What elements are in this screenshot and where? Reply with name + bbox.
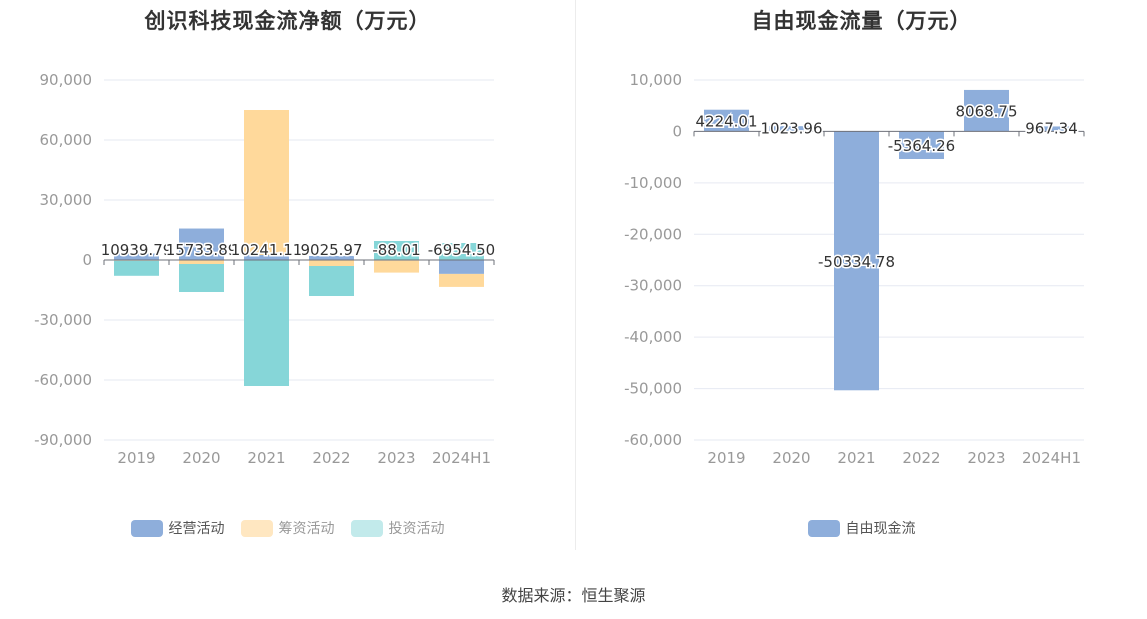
bar-投资活动 xyxy=(244,260,289,386)
chart-title: 自由现金流量（万元） xyxy=(751,9,972,33)
data-label: 8068.75 xyxy=(955,103,1017,121)
y-tick-label: 0 xyxy=(672,122,682,140)
data-label: -50334.78 xyxy=(818,253,895,271)
y-tick-label: -20,000 xyxy=(624,225,682,243)
bar-投资活动 xyxy=(309,266,354,296)
bar xyxy=(769,126,814,132)
cash-flow-net-chart: 创识科技现金流净额（万元） 90,000 60,000 30,000 0 -30,000… xyxy=(0,0,575,560)
y-tick-label: -60,000 xyxy=(624,431,682,449)
legend-item-free-cash-flow[interactable]: 自由现金流 xyxy=(807,518,916,538)
x-tick-label: 2021 xyxy=(837,449,875,467)
bar xyxy=(1029,126,1074,132)
data-label: 10241.11 xyxy=(231,241,303,259)
data-label: 4224.01 xyxy=(695,113,757,131)
data-label: 10939.79 xyxy=(101,241,173,259)
x-tick-label: 2023 xyxy=(967,449,1005,467)
x-tick-label: 2022 xyxy=(902,449,940,467)
legend-item-investing[interactable]: 投资活动 xyxy=(350,518,445,538)
y-tick-label: 60,000 xyxy=(40,131,93,149)
data-label: -6954.50 xyxy=(428,241,495,259)
legend: 自由现金流 xyxy=(576,518,1147,538)
y-tick-label: 0 xyxy=(82,251,92,269)
legend-swatch xyxy=(807,519,840,537)
cash-flow-net-plot: 90,000 60,000 30,000 0 -30,000 -60,000 -90,000… xyxy=(34,71,497,467)
bar xyxy=(964,89,1009,132)
x-tick-label: 2019 xyxy=(117,449,155,467)
legend-swatch xyxy=(130,519,163,537)
legend-label: 经营活动 xyxy=(168,521,225,537)
y-tick-label: 10,000 xyxy=(630,71,683,89)
data-label: -5364.26 xyxy=(888,137,955,155)
legend-label: 投资活动 xyxy=(388,521,445,537)
bar-筹资活动 xyxy=(309,260,354,266)
bar-筹资活动 xyxy=(374,260,419,273)
x-tick-label: 2023 xyxy=(377,449,415,467)
x-tick-label: 2024H1 xyxy=(1022,449,1081,467)
bar xyxy=(899,131,944,160)
y-tick-label: -90,000 xyxy=(34,431,92,449)
y-tick-label: -60,000 xyxy=(34,371,92,389)
bar-经营活动 xyxy=(114,253,159,260)
bar-经营活动 xyxy=(309,256,354,260)
free-cash-flow-chart: 自由现金流量（万元） 10,000 0 -10,000 -20,000 -30,000 -… xyxy=(576,0,1147,560)
y-tick-label: -40,000 xyxy=(624,328,682,346)
y-tick-label: -50,000 xyxy=(624,380,682,398)
legend-swatch xyxy=(240,519,273,537)
data-label: 1023.96 xyxy=(760,119,822,137)
y-tick-label: 90,000 xyxy=(40,71,93,89)
bar-投资活动 xyxy=(179,264,224,292)
bar-筹资活动 xyxy=(439,273,484,287)
data-source: 数据来源：恒生聚源 xyxy=(501,586,646,605)
y-tick-label: -30,000 xyxy=(34,311,92,329)
bar-筹资活动 xyxy=(244,110,289,255)
free-cash-flow-plot: 10,000 0 -10,000 -20,000 -30,000 -40,000 -50,0… xyxy=(624,71,1085,467)
bar xyxy=(834,131,879,391)
bar-经营活动 xyxy=(244,255,289,260)
x-tick-label: 2020 xyxy=(772,449,810,467)
legend: 经营活动 筹资活动 投资活动 xyxy=(0,518,575,538)
x-tick-label: 2024H1 xyxy=(432,449,491,467)
data-label: 967.34 xyxy=(1025,119,1078,137)
x-tick-label: 2019 xyxy=(707,449,745,467)
bar-筹资活动 xyxy=(179,260,224,264)
data-label: 9025.97 xyxy=(300,241,362,259)
bar-投资活动 xyxy=(439,243,484,260)
x-tick-label: 2021 xyxy=(247,449,285,467)
data-label: 15733.89 xyxy=(166,241,238,259)
data-label: -88.01 xyxy=(372,241,420,259)
panel-divider xyxy=(575,0,576,550)
y-tick-label: 30,000 xyxy=(40,191,93,209)
legend-label: 筹资活动 xyxy=(278,521,335,537)
bar xyxy=(704,109,749,132)
chart-title: 创识科技现金流净额（万元） xyxy=(144,9,431,33)
x-tick-label: 2020 xyxy=(182,449,220,467)
bar-经营活动 xyxy=(439,260,484,274)
legend-label: 自由现金流 xyxy=(845,521,916,537)
legend-item-operating[interactable]: 经营活动 xyxy=(130,518,225,538)
x-tick-label: 2022 xyxy=(312,449,350,467)
y-tick-label: -10,000 xyxy=(624,174,682,192)
legend-swatch xyxy=(350,519,383,537)
bar-投资活动 xyxy=(114,260,159,276)
y-tick-label: -30,000 xyxy=(624,277,682,295)
bar-投资活动 xyxy=(374,241,419,260)
bar-经营活动 xyxy=(179,228,224,260)
legend-item-financing[interactable]: 筹资活动 xyxy=(240,518,335,538)
